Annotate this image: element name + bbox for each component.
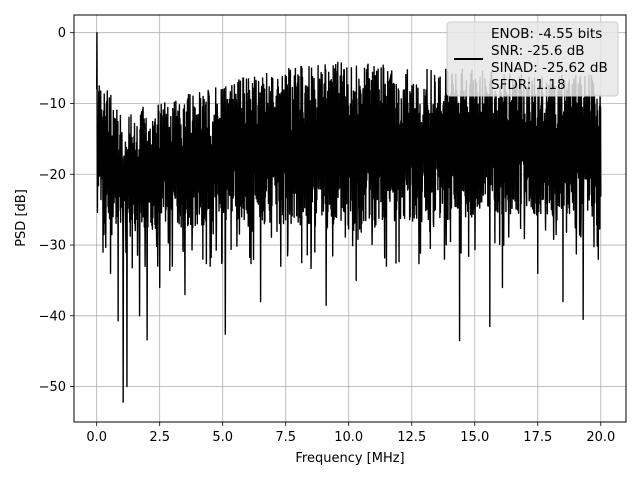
x-tick-label: 12.5 [397,430,426,445]
legend-sinad: SINAD: -25.62 dB [491,60,608,76]
y-axis-ticks: 0 −10 −20 −30 −40 −50 [39,26,74,395]
y-tick-label: −20 [39,168,66,183]
psd-line [95,32,602,403]
y-tick-label: 0 [58,26,66,41]
legend-box [446,21,619,97]
x-tick-label: 20.0 [586,430,615,445]
legend-snr: SNR: -25.6 dB [491,43,585,59]
plot-frame [73,14,627,423]
y-tick-label: −50 [39,380,66,395]
legend-sfdr: SFDR: 1.18 [491,77,566,93]
x-tick-label: 7.5 [275,430,296,445]
y-axis-label: PSD [dB] [14,189,29,247]
x-tick-label: 2.5 [149,430,170,445]
x-tick-label: 5.0 [212,430,233,445]
x-axis-label: Frequency [MHz] [295,451,404,466]
x-tick-label: 10.0 [334,430,363,445]
psd-series [95,32,602,403]
x-tick-label: 17.5 [523,430,552,445]
legend: ENOB: -4.55 bits SNR: -25.6 dB SINAD: -2… [446,21,619,97]
x-axis-ticks: 0.0 2.5 5.0 7.5 10.0 12.5 15.0 17.5 20.0 [86,422,615,445]
legend-enob: ENOB: -4.55 bits [491,26,602,42]
y-tick-label: −40 [39,309,66,324]
y-tick-label: −30 [39,239,66,254]
y-tick-label: −10 [39,97,66,112]
x-tick-label: 15.0 [460,430,489,445]
x-tick-label: 0.0 [86,430,107,445]
